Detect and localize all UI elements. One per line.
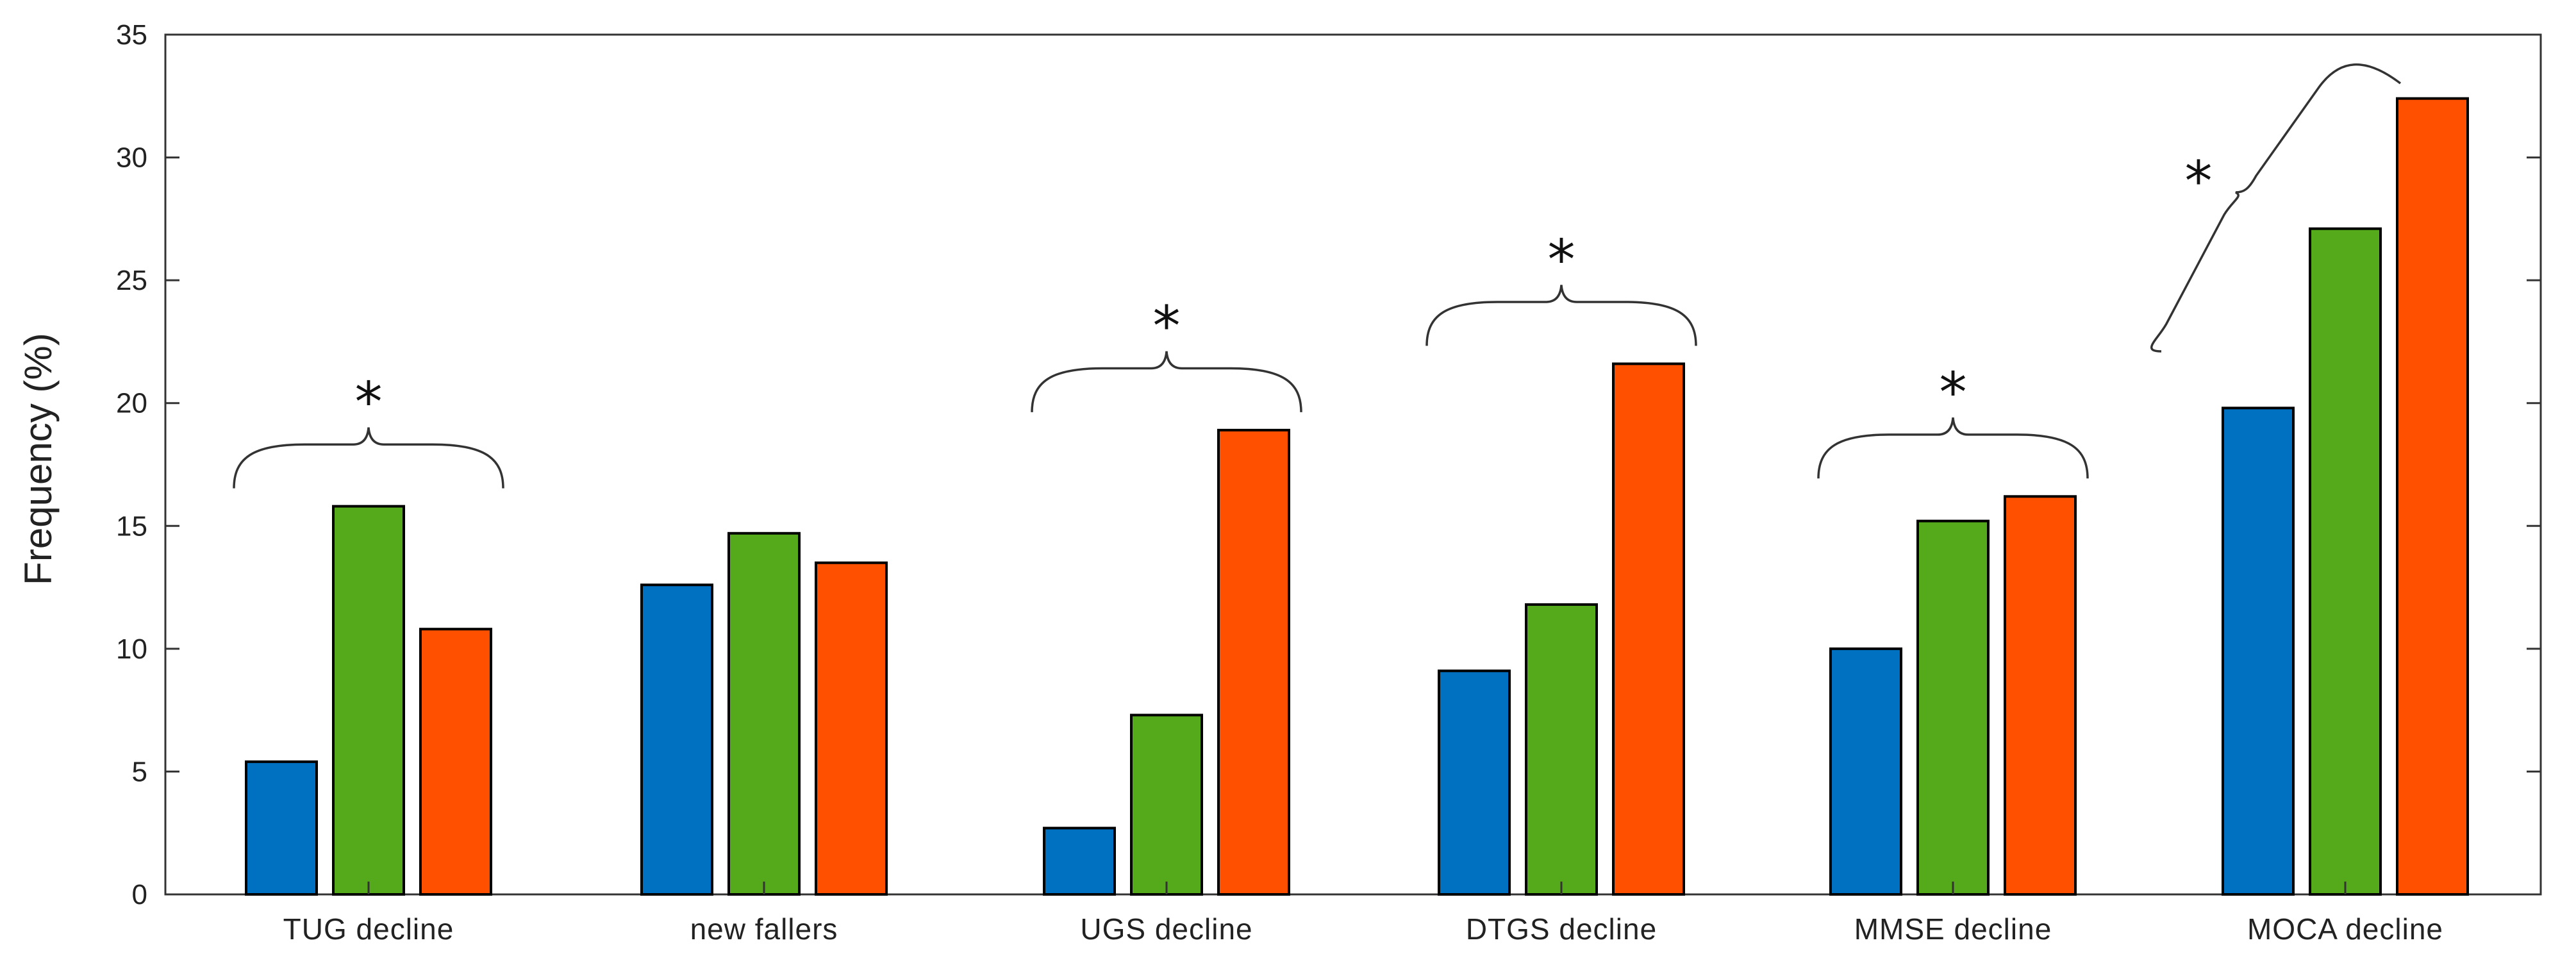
significance-brace-tug-decline [233,427,504,489]
y-tick-label: 35 [116,19,147,51]
bar-new-fallers-series-3 [815,561,888,896]
y-tick-label: 20 [116,388,147,419]
bar-mmse-decline-series-1 [1829,647,1902,896]
bar-ugs-decline-series-1 [1043,826,1116,896]
x-axis: TUG decline new fallers UGS decline DTGS de… [283,882,2443,946]
x-tick-label: new fallers [690,912,838,946]
significance-brace-moca-decline [2150,63,2402,353]
significance-star-ugs-decline: * [1153,294,1181,358]
y-tick-label: 10 [116,633,147,665]
significance-brace-dtgs-decline [1425,285,1697,346]
x-tick-label: MOCA decline [2247,912,2443,946]
annotations: * * * * * [233,63,2402,489]
y-tick-label: 30 [116,142,147,174]
y-axis-label: Frequency (%) [17,333,60,585]
bar-moca-decline-series-3 [2396,97,2469,896]
bar-moca-decline-series-1 [2222,406,2295,896]
bar-ugs-decline-series-3 [1217,428,1290,896]
bar-moca-decline-series-2 [2309,227,2382,896]
bar-tug-decline-series-1 [245,760,318,896]
significance-brace-ugs-decline [1031,351,1302,412]
y-tick-label: 15 [116,510,147,542]
y-tick-label: 25 [116,265,147,296]
y-tick-label: 0 [132,879,147,910]
x-tick-label: TUG decline [283,912,454,946]
bar-ugs-decline-series-2 [1130,714,1203,896]
significance-star-tug-decline: * [355,371,383,435]
bar-new-fallers-series-2 [727,532,801,896]
bar-tug-decline-series-2 [332,505,405,896]
bar-dtgs-decline-series-2 [1525,603,1598,896]
significance-brace-mmse-decline [1817,417,2089,479]
bar-new-fallers-series-1 [640,583,713,896]
significance-star-mmse-decline: * [1940,360,1967,424]
y-axis: 0 5 10 15 20 25 30 35 [116,19,2541,910]
axes-frame [164,33,2542,896]
plot-frame [164,33,2542,896]
bar-dtgs-decline-series-1 [1438,669,1511,896]
bar-dtgs-decline-series-3 [1612,362,1685,896]
y-tick-label: 5 [132,756,147,787]
bar-mmse-decline-series-2 [1916,519,1990,896]
bar-mmse-decline-series-3 [2004,495,2077,896]
bar-tug-decline-series-3 [419,628,492,896]
significance-star-moca-decline: * [2185,149,2213,214]
x-tick-label: UGS decline [1080,912,1252,946]
x-tick-label: DTGS decline [1466,912,1657,946]
significance-star-dtgs-decline: * [1548,228,1575,292]
bars [245,97,2469,896]
x-tick-label: MMSE decline [1854,912,2052,946]
